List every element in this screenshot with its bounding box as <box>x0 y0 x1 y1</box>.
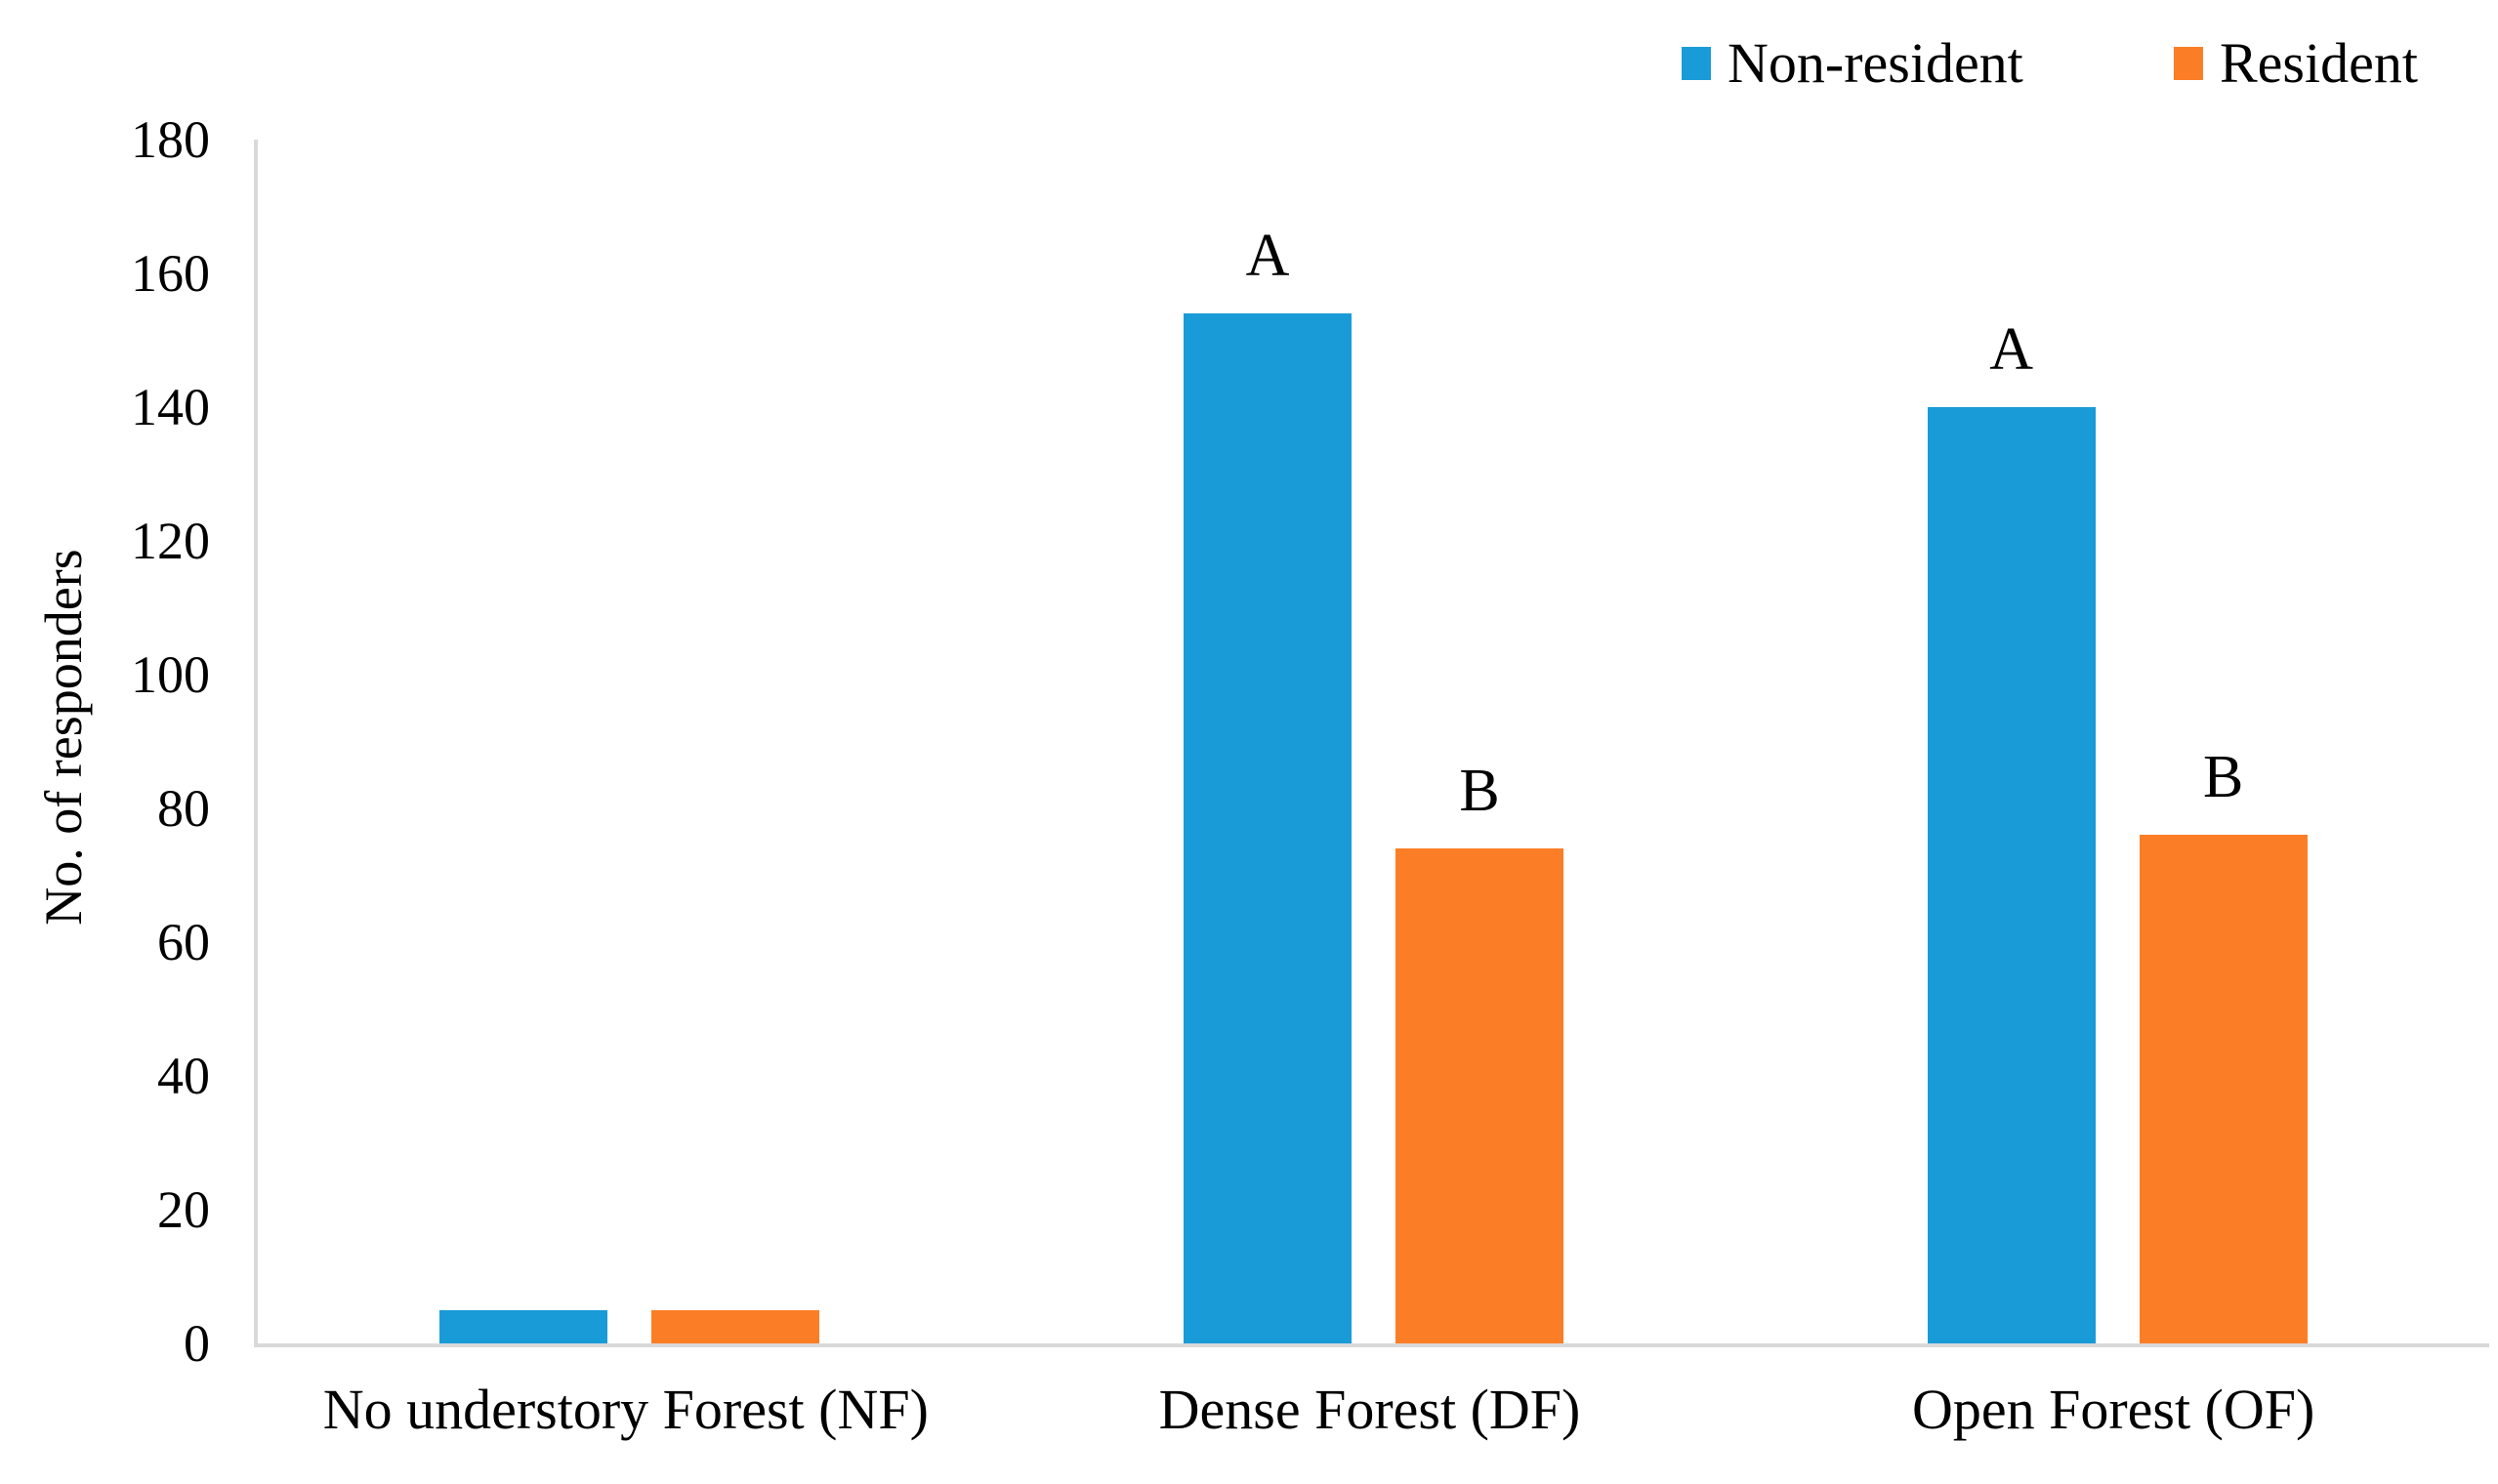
bar-dense-forest-df--non-resident <box>1184 313 1352 1343</box>
y-tick-label: 20 <box>157 1180 210 1239</box>
legend-label-resident: Resident <box>2220 31 2418 95</box>
significance-letter: B <box>1459 758 1500 825</box>
significance-letter: B <box>2202 744 2244 811</box>
bar-open-forest-of--non-resident <box>1927 407 2096 1343</box>
legend-swatch-resident <box>2174 47 2203 80</box>
y-tick-label: 140 <box>131 378 210 436</box>
bar-open-forest-of--resident <box>2139 835 2308 1343</box>
x-category-label: No understory Forest (NF) <box>322 1378 929 1441</box>
legend-item-non-resident: Non-resident <box>1682 35 2023 92</box>
plot-area: A B A B <box>254 140 2489 1347</box>
y-axis-title: No. of responders <box>34 549 93 926</box>
y-tick-label: 0 <box>184 1314 210 1373</box>
legend-item-resident: Resident <box>2174 35 2418 92</box>
bar-no-understory-forest-nf--resident <box>651 1309 820 1343</box>
y-tick-label: 120 <box>131 512 210 570</box>
y-tick-label: 160 <box>131 244 210 303</box>
bar-no-understory-forest-nf--non-resident <box>439 1309 608 1343</box>
legend-label-non-resident: Non-resident <box>1728 31 2023 95</box>
x-category-label: Open Forest (OF) <box>1911 1378 2315 1441</box>
legend-swatch-non-resident <box>1682 47 1711 80</box>
x-category-label: Dense Forest (DF) <box>1158 1378 1581 1441</box>
y-tick-label: 40 <box>157 1047 210 1105</box>
significance-letter: A <box>1989 316 2034 383</box>
bar-dense-forest-df--resident <box>1395 848 1563 1343</box>
y-tick-label: 80 <box>157 779 210 838</box>
significance-letter: A <box>1245 223 1290 290</box>
y-tick-label: 60 <box>157 913 210 971</box>
y-tick-label: 100 <box>131 645 210 704</box>
y-tick-label: 180 <box>131 110 210 169</box>
